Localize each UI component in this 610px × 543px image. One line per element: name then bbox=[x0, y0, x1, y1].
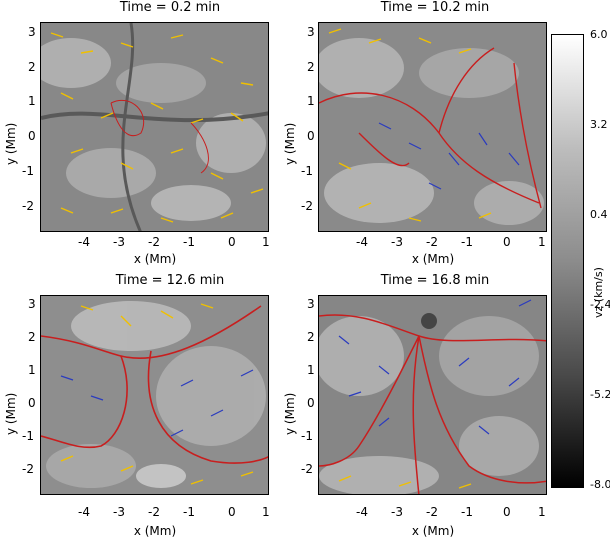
y-axis-label: y (Mm) bbox=[4, 392, 18, 435]
y-tick: 1 bbox=[307, 94, 315, 108]
x-tick: 0 bbox=[228, 505, 236, 519]
colorbar-label: vz (km/s) bbox=[592, 267, 605, 318]
x-tick: -3 bbox=[113, 235, 125, 249]
x-tick: 1 bbox=[538, 235, 546, 249]
x-tick: -1 bbox=[183, 235, 195, 249]
y-tick: -1 bbox=[301, 429, 313, 443]
velocity-map-image bbox=[319, 23, 546, 231]
x-tick: -3 bbox=[391, 505, 403, 519]
velocity-map bbox=[318, 295, 547, 495]
velocity-map bbox=[40, 295, 269, 495]
y-tick: 3 bbox=[28, 297, 36, 311]
velocity-map bbox=[318, 22, 547, 232]
x-tick: -2 bbox=[426, 505, 438, 519]
colorbar-tick: -5.2 bbox=[590, 388, 610, 401]
y-tick: -2 bbox=[22, 462, 34, 476]
x-tick: -4 bbox=[78, 505, 90, 519]
y-tick: 0 bbox=[307, 396, 315, 410]
x-tick: 0 bbox=[228, 235, 236, 249]
colorbar-tick: 6.0 bbox=[590, 28, 608, 41]
x-tick: 0 bbox=[503, 235, 511, 249]
x-tick: -3 bbox=[391, 235, 403, 249]
y-tick: 2 bbox=[307, 60, 315, 74]
x-tick: 1 bbox=[262, 505, 270, 519]
x-tick: 1 bbox=[538, 505, 546, 519]
velocity-map bbox=[40, 22, 269, 232]
x-tick: 1 bbox=[262, 235, 270, 249]
x-tick: -3 bbox=[113, 505, 125, 519]
y-tick: 3 bbox=[28, 25, 36, 39]
y-tick: 0 bbox=[28, 129, 36, 143]
y-tick: -1 bbox=[301, 164, 313, 178]
velocity-map-image bbox=[41, 296, 268, 494]
y-tick: -1 bbox=[22, 429, 34, 443]
y-tick: 2 bbox=[28, 60, 36, 74]
velocity-map-image bbox=[319, 296, 546, 494]
x-tick: -4 bbox=[356, 235, 368, 249]
velocity-map-image bbox=[41, 23, 268, 231]
x-axis-label: x (Mm) bbox=[133, 524, 177, 538]
x-axis-label: x (Mm) bbox=[411, 524, 455, 538]
x-axis-label: x (Mm) bbox=[133, 252, 177, 266]
colorbar-tick: -2.4 bbox=[590, 298, 610, 311]
x-tick: -1 bbox=[461, 505, 473, 519]
y-tick: 3 bbox=[307, 297, 315, 311]
colorbar-tick: 0.4 bbox=[590, 208, 608, 221]
y-tick: -2 bbox=[301, 462, 313, 476]
x-tick: -2 bbox=[148, 235, 160, 249]
x-tick: -1 bbox=[183, 505, 195, 519]
panel-title: Time = 0.2 min bbox=[119, 0, 221, 15]
y-tick: 0 bbox=[28, 396, 36, 410]
panel-title: Time = 10.2 min bbox=[380, 0, 490, 15]
y-axis-label: y (Mm) bbox=[4, 122, 18, 165]
y-tick: 2 bbox=[28, 330, 36, 344]
y-axis-label: y (Mm) bbox=[283, 122, 297, 165]
panel-title: Time = 12.6 min bbox=[115, 273, 225, 288]
colorbar-tick: 3.2 bbox=[590, 118, 608, 131]
x-axis-label: x (Mm) bbox=[411, 252, 455, 266]
x-tick: -4 bbox=[356, 505, 368, 519]
y-tick: 1 bbox=[28, 363, 36, 377]
y-tick: 3 bbox=[307, 25, 315, 39]
colorbar-tick: -8.0 bbox=[590, 478, 610, 491]
y-tick: 2 bbox=[307, 330, 315, 344]
y-axis-label: y (Mm) bbox=[283, 392, 297, 435]
x-tick: -1 bbox=[461, 235, 473, 249]
x-tick: -2 bbox=[426, 235, 438, 249]
x-tick: -2 bbox=[148, 505, 160, 519]
y-tick: -2 bbox=[301, 199, 313, 213]
y-tick: -1 bbox=[22, 164, 34, 178]
y-tick: -2 bbox=[22, 199, 34, 213]
y-tick: 0 bbox=[307, 129, 315, 143]
x-tick: -4 bbox=[78, 235, 90, 249]
y-tick: 1 bbox=[307, 363, 315, 377]
x-tick: 0 bbox=[503, 505, 511, 519]
colorbar bbox=[551, 34, 584, 488]
panel-title: Time = 16.8 min bbox=[380, 273, 490, 288]
y-tick: 1 bbox=[28, 94, 36, 108]
